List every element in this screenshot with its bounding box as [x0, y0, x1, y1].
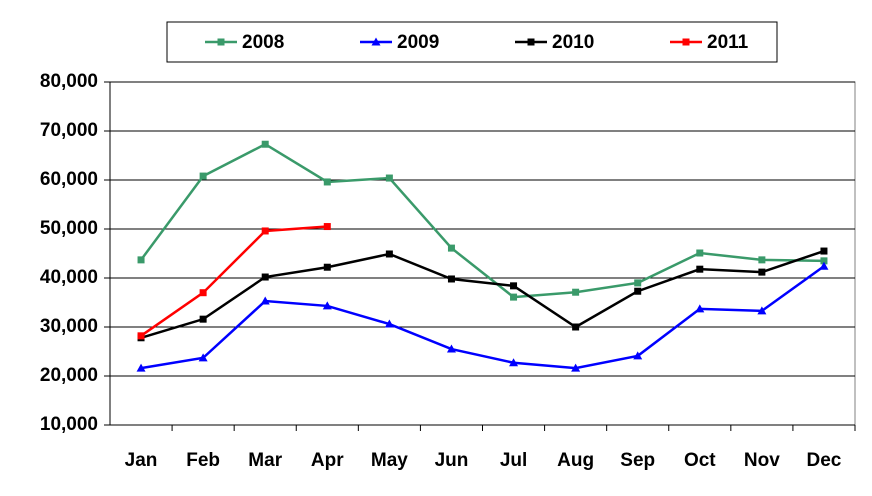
marker	[261, 273, 269, 281]
marker	[510, 293, 518, 301]
marker	[758, 268, 766, 276]
marker	[509, 358, 519, 367]
marker	[199, 315, 207, 323]
series-line	[140, 225, 328, 337]
marker	[199, 289, 207, 297]
y-tick-label: 20,000	[40, 365, 98, 386]
y-tick-label: 40,000	[40, 267, 98, 288]
marker	[527, 38, 535, 46]
marker	[820, 257, 828, 265]
marker	[634, 279, 642, 287]
x-tick-label: Aug	[557, 450, 594, 471]
y-tick-label: 70,000	[40, 120, 98, 141]
marker	[322, 301, 332, 310]
marker	[323, 263, 331, 271]
marker	[695, 304, 705, 313]
marker	[820, 247, 828, 255]
marker	[819, 261, 829, 270]
x-tick-label: Nov	[744, 450, 780, 471]
y-tick-label: 80,000	[40, 71, 98, 92]
x-tick-label: Apr	[311, 450, 344, 471]
x-tick-label: Feb	[186, 450, 220, 471]
series-line	[140, 249, 825, 339]
legend-label: 2008	[242, 32, 284, 53]
y-tick-label: 50,000	[40, 218, 98, 239]
marker	[634, 287, 642, 295]
marker	[757, 306, 767, 315]
marker	[384, 319, 394, 328]
marker	[682, 38, 690, 46]
marker	[371, 37, 381, 46]
marker	[385, 174, 393, 182]
marker	[198, 353, 208, 362]
marker	[323, 178, 331, 186]
marker	[572, 288, 580, 296]
series-line	[140, 142, 824, 299]
marker	[260, 296, 270, 305]
marker	[696, 249, 704, 257]
plot-area	[109, 81, 856, 426]
marker	[572, 323, 580, 331]
x-tick-label: Mar	[248, 450, 282, 471]
x-tick-label: Jun	[435, 450, 469, 471]
legend-label: 2010	[552, 32, 594, 53]
x-tick-label: Sep	[620, 450, 655, 471]
x-tick-label: Dec	[807, 450, 842, 471]
marker	[137, 332, 145, 340]
y-tick-label: 10,000	[40, 414, 98, 435]
marker	[758, 256, 766, 264]
y-tick-label: 30,000	[40, 316, 98, 337]
marker	[446, 344, 456, 353]
marker	[323, 223, 331, 231]
marker	[261, 227, 269, 235]
x-tick-label: Jan	[125, 450, 158, 471]
marker	[137, 256, 145, 264]
marker	[385, 250, 393, 258]
marker	[510, 282, 518, 290]
legend-label: 2011	[707, 32, 749, 53]
marker	[696, 265, 704, 273]
x-tick-label: Jul	[500, 450, 527, 471]
marker	[199, 172, 207, 180]
marker	[633, 351, 643, 360]
marker	[136, 363, 146, 372]
series-line	[140, 265, 825, 370]
marker	[447, 275, 455, 283]
marker	[571, 363, 581, 372]
legend-label: 2009	[397, 32, 439, 53]
marker	[447, 244, 455, 252]
x-tick-label: May	[371, 450, 408, 471]
y-tick-label: 60,000	[40, 169, 98, 190]
marker	[261, 140, 269, 148]
marker	[217, 38, 225, 46]
x-tick-label: Oct	[684, 450, 716, 471]
